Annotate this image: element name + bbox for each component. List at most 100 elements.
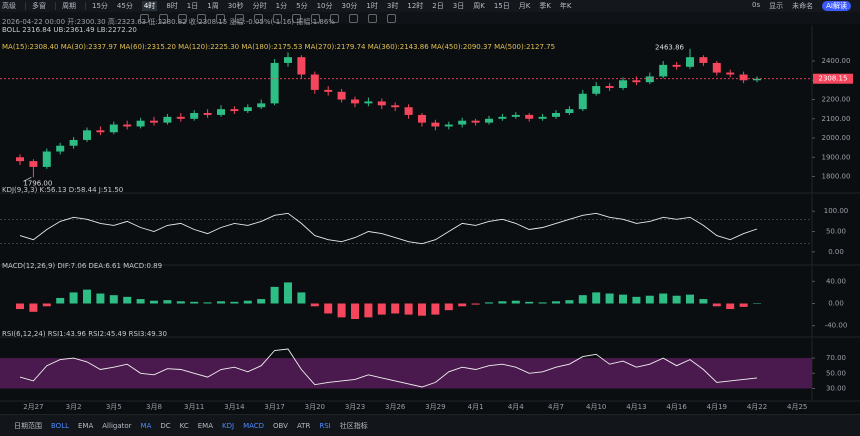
toolbar-item[interactable]: 1时 [366,2,378,10]
histogram-bar [565,300,574,304]
toolbar-item[interactable]: 12时 [407,2,424,10]
panel-subtitle: MA(15):2308.40 MA(30):2337.97 MA(60):231… [2,43,555,51]
toolbar-item[interactable]: 30分 [341,2,358,10]
tool-icon[interactable] [273,13,282,23]
top-toolbar: 高级 多窗 周期 15分 45分 4时 8时 1日 1周 30秒 分时 1分 5分 10分 30分 1时 3时 1… [0,0,860,12]
toolbar-item[interactable]: 15日 [493,2,510,10]
indicator-tab[interactable]: OBV [273,421,288,430]
toolbar-item[interactable]: 3时 [386,2,399,10]
tool-icon[interactable] [387,13,396,23]
toolbar-item[interactable]: 1日 [186,2,199,10]
tool-icon[interactable] [235,13,244,23]
tool-icon[interactable] [368,13,377,23]
toolbar-item[interactable]: 高级 [2,2,16,10]
toolbar-item[interactable]: 1周 [207,2,219,10]
histogram-bar [619,294,627,304]
candle-body [672,64,681,67]
histogram-bar [552,301,560,304]
toolbar-item[interactable]: 周K [473,2,485,10]
toolbar-item[interactable]: AI解读 [822,1,851,11]
y-tick-label: 50.00 [826,369,846,377]
x-tick-label: 4月4 [508,403,524,411]
toolbar-item[interactable]: 10分 [316,2,333,10]
histogram-bar [96,293,105,304]
histogram-bar [498,301,507,304]
tool-icon[interactable] [330,13,339,23]
x-tick-label: 3月8 [146,403,162,411]
candle-body [538,116,547,119]
tool-icon[interactable] [178,13,187,23]
candle-body [726,72,735,75]
candle-body [123,124,132,127]
toolbar-item[interactable]: 分时 [252,2,267,10]
histogram-bar [297,292,306,304]
toolbar-item[interactable]: 年K [559,2,572,10]
tool-icon[interactable] [349,13,358,23]
x-tick-label: 4月19 [707,403,727,411]
toolbar-item[interactable]: 1分 [275,2,288,10]
candle-body [83,130,91,140]
candle-body [136,120,145,127]
tool-icon[interactable] [292,13,301,23]
toolbar-item[interactable]: 未命名 [792,2,814,10]
indicator-tab[interactable]: MACD [243,421,265,430]
indicator-tab[interactable]: MA [140,421,152,430]
indicator-tab[interactable]: Alligator [102,421,132,430]
toolbar-item[interactable]: 45分 [116,2,133,10]
candle-body [485,118,493,123]
toolbar-item[interactable]: 0s [752,1,761,9]
histogram-bar [217,301,225,304]
indicator-tab[interactable]: DC [160,421,171,430]
histogram-bar [726,303,735,310]
histogram-bar [337,303,346,318]
y-tick-label: 40.00 [826,277,846,285]
candle-body [364,101,373,104]
histogram-bar [444,303,453,311]
indicator-line [19,212,758,245]
indicator-tab[interactable]: BOLL [51,421,69,430]
toolbar-item[interactable]: 30秒 [227,2,244,10]
indicator-tab[interactable]: KDJ [222,421,235,430]
indicator-tab[interactable]: RSI [319,421,331,430]
toolbar-item[interactable]: 周期 [62,2,76,10]
tool-icon[interactable] [311,13,320,23]
drawing-toolbar [0,12,860,24]
toolbar-item[interactable]: 15分 [92,2,108,10]
candle-body [150,120,158,123]
indicator-tab[interactable]: EMA [78,421,94,430]
indicator-tab[interactable]: 社区指标 [339,421,368,430]
toolbar-item[interactable]: 3日 [452,2,465,10]
candle-body [471,120,480,123]
histogram-bar [458,303,467,307]
toolbar-item[interactable]: 显示 [769,2,784,10]
toolbar-item[interactable]: 多窗 [32,2,46,10]
toolbar-item[interactable]: 5分 [296,2,308,10]
chart: 2400.002300.002200.002100.002000.001900.… [0,17,860,411]
candle-body [525,114,534,119]
toolbar-item[interactable]: 2日 [432,2,444,10]
indicator-tab[interactable]: KC [179,421,189,430]
indicator-tab[interactable]: ATR [296,421,311,430]
last-price-box [813,73,853,84]
tool-icon[interactable] [216,13,225,23]
toolbar-item[interactable]: 4时 [141,1,158,11]
tool-icon[interactable] [197,13,206,23]
tool-icon[interactable] [254,13,263,23]
separator [25,2,26,10]
candle-body [163,116,172,123]
indicator-tab[interactable]: 日期范围 [14,421,42,430]
x-tick-label: 4月25 [787,403,807,411]
indicator-tab[interactable]: EMA [197,421,214,430]
toolbar-item[interactable]: 季K [539,2,551,10]
toolbar-item[interactable]: 8时 [166,2,178,10]
candle-body [257,103,266,108]
tool-icon[interactable] [159,13,168,23]
tool-icon[interactable] [140,13,149,23]
histogram-bar [659,293,668,304]
toolbar-item[interactable]: 月K [518,2,531,10]
x-tick-label: 3月17 [264,403,284,411]
histogram-bar [83,289,91,304]
candle-body [297,57,306,75]
histogram-bar [686,294,694,304]
